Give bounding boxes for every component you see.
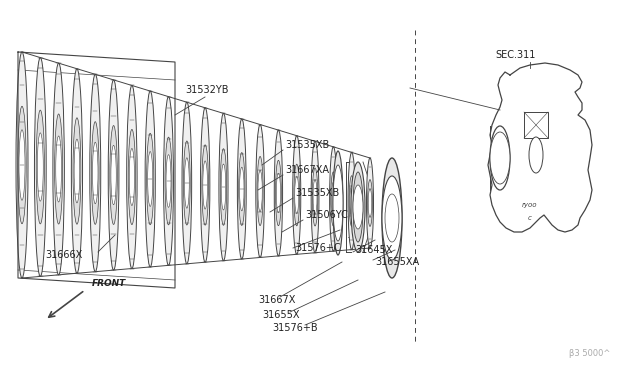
Ellipse shape [18,106,26,224]
Ellipse shape [19,130,25,200]
Ellipse shape [333,151,343,255]
Ellipse shape [353,185,363,229]
Ellipse shape [276,173,280,213]
Ellipse shape [382,158,402,278]
Ellipse shape [71,69,83,273]
Ellipse shape [164,97,173,265]
Text: 31576+B: 31576+B [272,323,317,333]
Ellipse shape [490,126,510,190]
Ellipse shape [108,80,119,270]
Ellipse shape [73,118,81,224]
Ellipse shape [294,164,300,226]
Text: β3 5000^: β3 5000^ [568,349,610,358]
Ellipse shape [258,170,262,212]
Text: 31532YB: 31532YB [185,85,228,95]
Ellipse shape [331,172,336,226]
Ellipse shape [256,125,264,257]
Ellipse shape [292,136,301,254]
Ellipse shape [333,165,343,241]
Text: c: c [528,215,532,221]
Ellipse shape [367,180,372,227]
Ellipse shape [129,148,134,206]
Ellipse shape [239,167,244,211]
Text: FRONT: FRONT [92,279,126,288]
Ellipse shape [90,74,100,272]
Ellipse shape [330,147,337,251]
Ellipse shape [145,91,156,267]
Ellipse shape [53,63,65,275]
Ellipse shape [147,133,154,225]
Ellipse shape [127,86,137,269]
Ellipse shape [182,102,191,264]
Text: 31655XA: 31655XA [375,257,419,267]
Ellipse shape [275,160,282,226]
Text: ryoo: ryoo [522,202,538,208]
Text: 31576+C: 31576+C [295,243,340,253]
Ellipse shape [313,180,317,214]
Text: 31666X: 31666X [45,250,83,260]
Ellipse shape [203,161,207,209]
Ellipse shape [128,129,136,225]
Ellipse shape [332,183,335,215]
Ellipse shape [350,186,353,216]
Ellipse shape [37,133,44,201]
Ellipse shape [110,125,117,224]
Ellipse shape [200,108,210,262]
Ellipse shape [311,141,319,253]
Text: 31506YC: 31506YC [305,210,348,220]
Ellipse shape [353,172,363,242]
Ellipse shape [237,119,246,259]
Ellipse shape [382,176,402,260]
Ellipse shape [36,110,44,224]
Ellipse shape [35,58,46,276]
Text: 31667X: 31667X [258,295,296,305]
Ellipse shape [184,158,189,208]
Ellipse shape [312,168,318,226]
Ellipse shape [184,141,190,225]
Ellipse shape [275,130,283,256]
Ellipse shape [56,136,61,202]
Ellipse shape [111,145,116,205]
Ellipse shape [202,145,209,225]
Ellipse shape [92,122,99,224]
Ellipse shape [166,155,171,207]
Ellipse shape [16,52,28,278]
Text: SEC.311: SEC.311 [495,50,536,60]
Ellipse shape [219,113,228,261]
Ellipse shape [349,176,354,226]
Text: 31667XA: 31667XA [285,165,329,175]
Ellipse shape [239,153,245,225]
Ellipse shape [148,151,153,206]
Ellipse shape [367,158,374,248]
Ellipse shape [165,137,172,225]
Ellipse shape [257,157,263,225]
Text: 31645X: 31645X [355,245,392,255]
Ellipse shape [385,194,399,242]
Text: 31535XB: 31535XB [285,140,329,150]
Text: 31655X: 31655X [262,310,300,320]
Ellipse shape [295,176,299,214]
Ellipse shape [74,139,80,203]
Ellipse shape [220,149,227,225]
Ellipse shape [490,132,510,184]
Ellipse shape [54,114,63,224]
Ellipse shape [348,153,355,250]
Ellipse shape [368,189,372,217]
Ellipse shape [221,164,226,210]
Ellipse shape [529,137,543,173]
Text: 31535XB: 31535XB [295,188,339,198]
Ellipse shape [351,162,365,252]
Ellipse shape [93,142,98,204]
